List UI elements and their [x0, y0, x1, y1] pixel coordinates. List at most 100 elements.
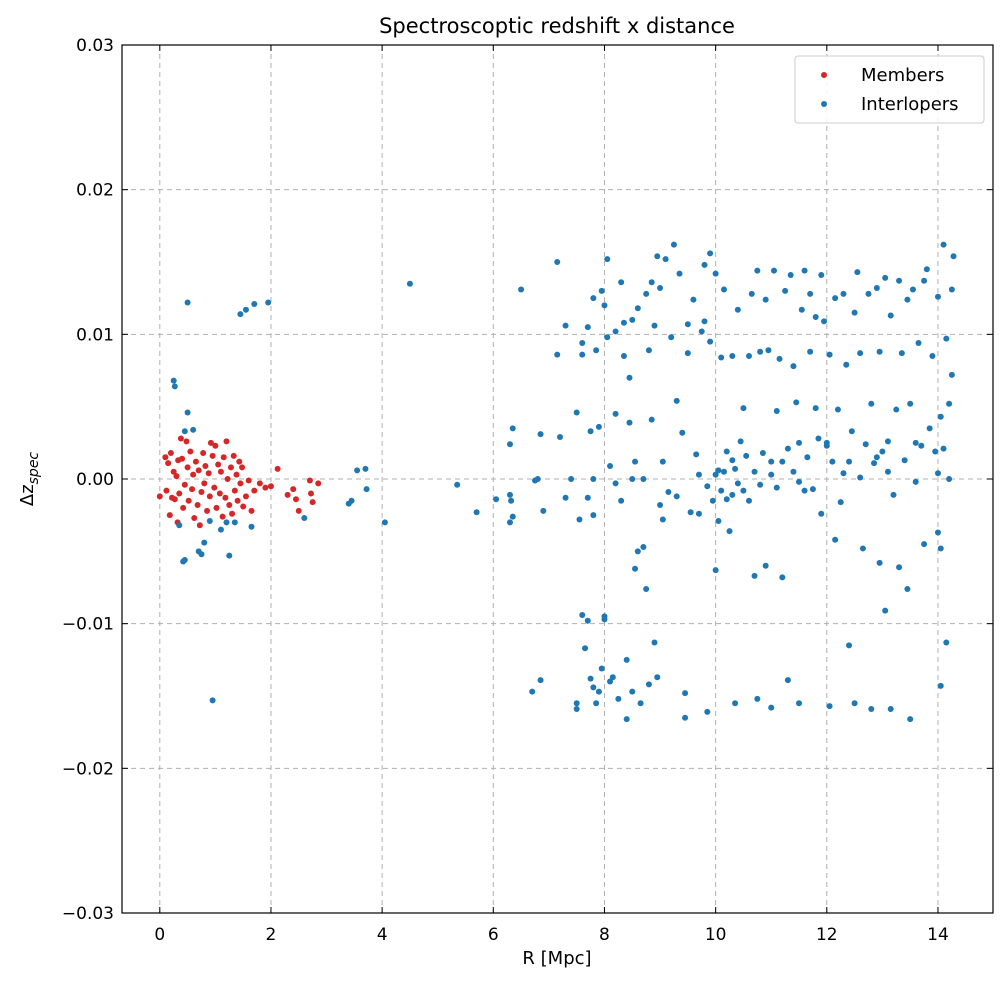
point-interlopers	[865, 290, 872, 297]
point-interlopers	[618, 497, 625, 504]
point-members	[231, 487, 238, 494]
point-interlopers	[882, 274, 889, 281]
point-interlopers	[807, 290, 814, 297]
legend-box	[794, 55, 985, 124]
point-interlopers	[901, 457, 908, 464]
point-interlopers	[846, 458, 853, 465]
point-interlopers	[718, 354, 725, 361]
point-interlopers	[601, 302, 608, 309]
y-tick-label: −0.01	[62, 615, 114, 635]
point-interlopers	[937, 413, 944, 420]
point-interlopers	[762, 296, 769, 303]
y-tick-label: −0.03	[62, 904, 114, 924]
point-members	[222, 494, 229, 501]
point-interlopers	[584, 324, 591, 331]
point-members	[167, 449, 174, 456]
point-interlopers	[629, 316, 636, 323]
point-interlopers	[590, 512, 597, 519]
point-interlopers	[848, 428, 855, 435]
point-interlopers	[912, 478, 919, 485]
point-interlopers	[687, 509, 694, 516]
point-interlopers	[768, 458, 775, 465]
point-interlopers	[890, 491, 897, 498]
x-tick-label: 2	[266, 925, 277, 945]
point-interlopers	[804, 454, 811, 461]
point-interlopers	[812, 405, 819, 412]
point-interlopers	[509, 513, 516, 520]
point-interlopers	[950, 253, 957, 260]
point-members	[295, 507, 302, 514]
point-members	[251, 487, 258, 494]
point-interlopers	[734, 480, 741, 487]
point-interlopers	[818, 510, 825, 517]
point-interlopers	[248, 523, 255, 530]
point-interlopers	[506, 519, 513, 526]
point-interlopers	[698, 328, 705, 335]
point-interlopers	[579, 351, 586, 358]
point-interlopers	[907, 716, 914, 723]
point-interlopers	[554, 351, 561, 358]
x-tick-label: 10	[705, 925, 727, 945]
point-interlopers	[887, 706, 894, 713]
point-members	[248, 507, 255, 514]
point-interlopers	[796, 478, 803, 485]
point-interlopers	[868, 706, 875, 713]
x-axis-label: R [Mpc]	[522, 948, 591, 969]
point-members	[226, 502, 233, 509]
point-interlopers	[181, 428, 188, 435]
point-interlopers	[568, 476, 575, 482]
point-interlopers	[184, 299, 191, 306]
point-members	[229, 510, 236, 517]
point-interlopers	[768, 704, 775, 711]
point-interlopers	[590, 684, 597, 691]
point-members	[211, 484, 218, 491]
point-interlopers	[587, 675, 594, 682]
point-interlopers	[857, 350, 864, 357]
point-members	[212, 442, 219, 449]
point-interlopers	[695, 510, 702, 517]
point-interlopers	[598, 665, 605, 672]
point-interlopers	[348, 497, 355, 504]
point-interlopers	[815, 435, 822, 442]
point-members	[284, 491, 291, 498]
y-tick-label: 0.00	[76, 470, 114, 490]
point-interlopers	[715, 517, 722, 524]
point-interlopers	[729, 491, 736, 498]
point-interlopers	[609, 674, 616, 681]
point-interlopers	[668, 334, 675, 341]
point-members	[183, 438, 190, 445]
point-interlopers	[948, 371, 955, 378]
point-members	[219, 513, 226, 520]
point-interlopers	[506, 441, 513, 448]
point-interlopers	[790, 363, 797, 370]
point-interlopers	[184, 409, 191, 416]
point-interlopers	[509, 425, 516, 432]
point-interlopers	[937, 682, 944, 689]
point-interlopers	[604, 334, 611, 341]
point-members	[179, 455, 186, 462]
point-interlopers	[265, 299, 272, 306]
point-interlopers	[912, 439, 919, 446]
point-members	[234, 497, 241, 504]
point-interlopers	[626, 374, 633, 381]
point-interlopers	[632, 458, 639, 465]
point-interlopers	[773, 408, 780, 415]
point-interlopers	[704, 483, 711, 490]
point-interlopers	[198, 551, 205, 558]
point-interlopers	[473, 509, 480, 516]
point-interlopers	[776, 355, 783, 362]
point-members	[256, 480, 263, 487]
point-interlopers	[801, 487, 808, 494]
point-interlopers	[629, 688, 636, 695]
point-interlopers	[740, 487, 747, 494]
point-interlopers	[796, 700, 803, 707]
point-interlopers	[612, 480, 619, 487]
point-interlopers	[909, 286, 916, 293]
point-interlopers	[493, 496, 500, 503]
point-members	[200, 449, 207, 456]
point-interlopers	[529, 688, 536, 695]
point-interlopers	[562, 494, 569, 501]
point-members	[267, 483, 274, 490]
point-interlopers	[640, 543, 647, 550]
